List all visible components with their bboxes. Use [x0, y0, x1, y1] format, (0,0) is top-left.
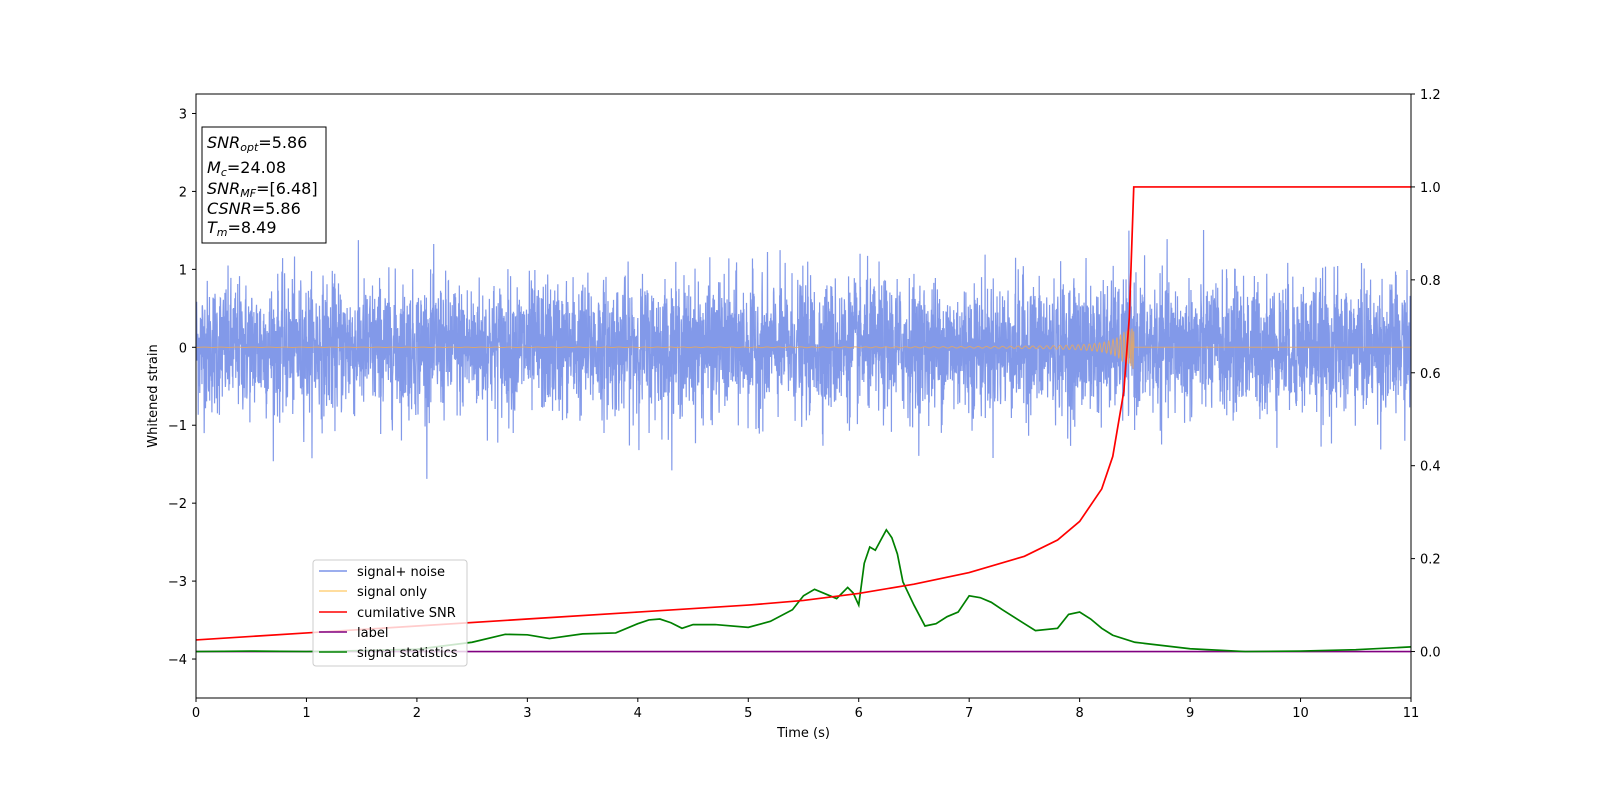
x-tick-label: 0: [192, 706, 200, 721]
legend-entry-signal-only: signal only: [319, 585, 427, 600]
legend-frame: [312, 559, 468, 667]
annotation-snr-mf: SNRMF=[6.48]: [207, 179, 318, 200]
y-tick-label: 1: [179, 263, 187, 278]
x-axis-label: Time (s): [776, 726, 830, 741]
x-tick-label: 8: [1075, 706, 1083, 721]
axes: 0 1 2 3 4 5 6 7 8 9 10 113210−1−2−3−41.21.00.80.60.…: [146, 88, 1441, 741]
series-signal-statistics: [196, 528, 1411, 653]
series-signal-noise: [196, 229, 1411, 479]
annotation-mc: Mc=24.08: [207, 158, 286, 179]
legend-label-signal-statistics: signal statistics: [357, 646, 458, 661]
y-tick-label: −4: [168, 653, 187, 668]
annotation-box: SNRopt=5.86 Mc=24.08 SNRMF=[6.48] CSNR=5…: [201, 126, 327, 244]
x-tick-label: 4: [634, 706, 642, 721]
x-tick-label: 3: [523, 706, 531, 721]
legend-entry-signal-noise: signal+ noise: [319, 565, 445, 580]
annotation-snr-opt: SNRopt=5.86: [207, 133, 307, 154]
legend-label-label: label: [357, 626, 388, 641]
series-signal-only: [196, 328, 1411, 369]
x-tick-label: 5: [744, 706, 752, 721]
legend-label-signal-noise: signal+ noise: [357, 565, 445, 580]
legend-entry-label: label: [319, 626, 388, 641]
y-tick-label: 0: [179, 341, 187, 356]
x-tick-label: 2: [413, 706, 421, 721]
y-axis-label: Whitened strain: [146, 344, 161, 447]
x-tick-label: 10: [1292, 706, 1309, 721]
y-tick-label: 2: [179, 185, 187, 200]
legend-entry-signal-statistics: signal statistics: [319, 646, 458, 661]
y-tick-label: −2: [168, 497, 187, 512]
x-tick-label: 7: [965, 706, 973, 721]
x-tick-label: 1: [302, 706, 310, 721]
x-tick-label: 9: [1186, 706, 1194, 721]
annotation-tm: Tm=8.49: [207, 218, 277, 239]
annotation-frame: [201, 126, 327, 244]
y2-tick-label: 0.6: [1420, 367, 1441, 382]
y-tick-label: −1: [168, 419, 187, 434]
y-tick-label: −3: [168, 575, 187, 590]
x-tick-label: 6: [855, 706, 863, 721]
legend-label-cumilative-snr: cumilative SNR: [357, 606, 456, 621]
y2-tick-label: 0.4: [1420, 460, 1441, 475]
y-tick-label: 3: [179, 107, 187, 122]
y2-tick-label: 1.0: [1420, 181, 1441, 196]
legend: signal+ noise signal only cumilative SNR…: [312, 559, 468, 667]
y2-tick-label: 0.0: [1420, 646, 1441, 661]
x-tick-label: 11: [1403, 706, 1420, 721]
axes-frame: [195, 93, 1412, 699]
y2-tick-label: 0.2: [1420, 553, 1441, 568]
series-cumilative-snr: [196, 186, 1411, 641]
annotation-csnr: CSNR=5.86: [207, 199, 301, 218]
legend-entry-cumilative-snr: cumilative SNR: [319, 606, 456, 621]
y2-tick-label: 0.8: [1420, 274, 1441, 289]
y2-tick-label: 1.2: [1420, 88, 1441, 103]
legend-label-signal-only: signal only: [357, 585, 427, 600]
